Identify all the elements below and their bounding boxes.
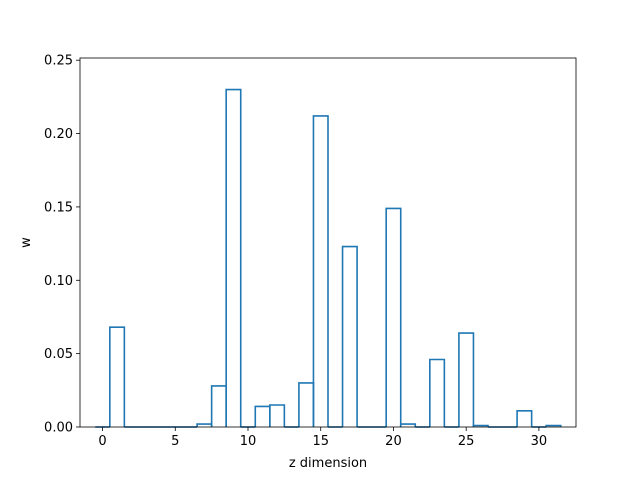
histogram-bar-15 (312, 115, 329, 427)
histogram-bar-23 (429, 358, 446, 427)
y-tick-label: 0.25 (44, 54, 73, 69)
x-tick-label: 20 (385, 434, 402, 449)
histogram-bar-21 (399, 423, 417, 427)
x-tick-label: 15 (312, 434, 329, 449)
histogram-bar-20 (385, 207, 402, 427)
histogram-bar-29 (516, 410, 533, 427)
y-tick-label: 0.05 (44, 347, 73, 362)
y-axis-label: w (19, 237, 34, 248)
y-tick-label: 0.00 (44, 421, 73, 436)
x-tick-label: 30 (531, 434, 548, 449)
y-tick-label: 0.10 (44, 274, 73, 289)
x-axis: 0 5 10 15 20 25 30 (98, 427, 547, 449)
x-tick-label: 0 (98, 434, 106, 449)
y-axis: 0.00 0.05 0.10 0.15 0.20 0.25 (44, 54, 80, 436)
histogram-bar-31 (545, 424, 562, 427)
histogram-bar-17 (341, 245, 358, 427)
x-tick-label: 10 (240, 434, 257, 449)
x-tick-label: 25 (458, 434, 475, 449)
histogram-bar-25 (458, 332, 475, 427)
x-axis-label: z dimension (289, 456, 367, 471)
histogram-bar-1 (109, 326, 126, 427)
plot-frame (79, 57, 577, 428)
x-tick-label: 5 (171, 434, 179, 449)
histogram-bar-12 (269, 404, 286, 427)
y-tick-label: 0.20 (44, 127, 73, 142)
histogram-bar-9 (225, 88, 242, 427)
y-tick-label: 0.15 (44, 200, 73, 215)
